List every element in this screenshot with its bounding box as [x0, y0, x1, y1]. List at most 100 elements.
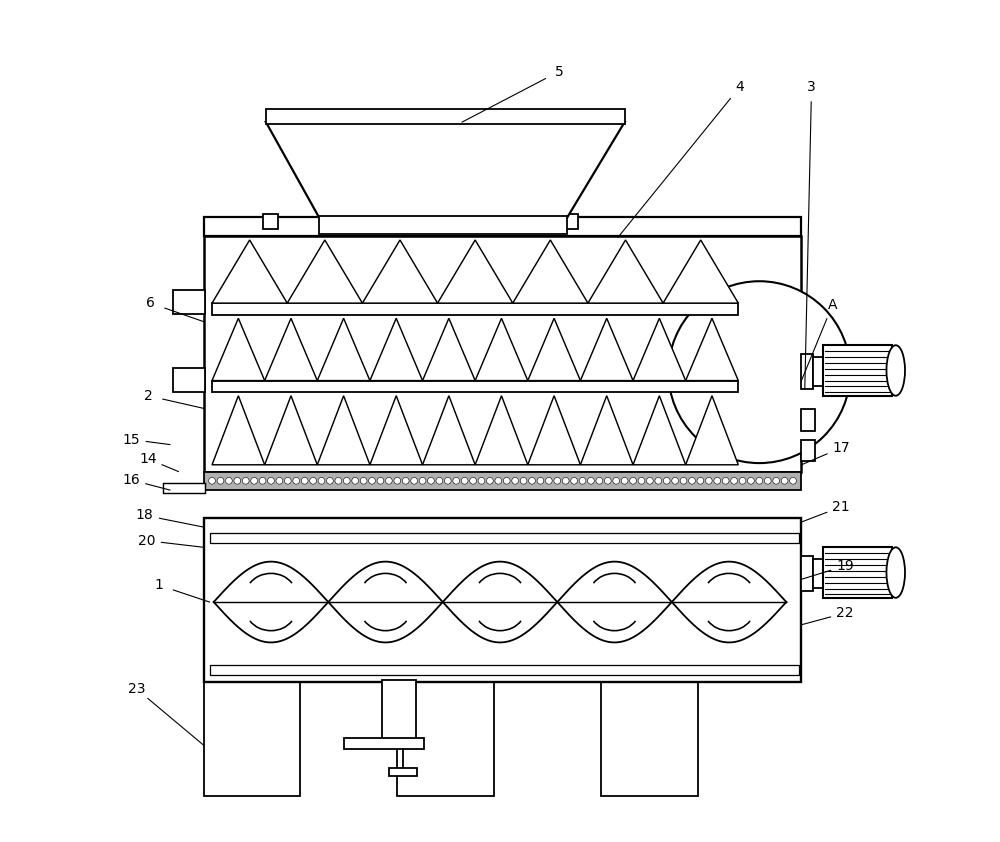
- Polygon shape: [317, 396, 370, 465]
- Polygon shape: [212, 318, 265, 381]
- Bar: [263, 214, 278, 229]
- Text: 3: 3: [807, 80, 816, 93]
- Polygon shape: [423, 396, 475, 465]
- Circle shape: [764, 477, 771, 484]
- Polygon shape: [513, 240, 588, 303]
- Polygon shape: [475, 318, 528, 381]
- Circle shape: [630, 477, 636, 484]
- Circle shape: [621, 477, 628, 484]
- Bar: [204, 518, 801, 682]
- Circle shape: [487, 477, 493, 484]
- Circle shape: [217, 477, 224, 484]
- Circle shape: [301, 477, 308, 484]
- Polygon shape: [287, 240, 362, 303]
- Bar: [204, 236, 801, 472]
- Circle shape: [503, 477, 510, 484]
- Polygon shape: [580, 318, 633, 381]
- Text: 1: 1: [155, 578, 163, 592]
- Polygon shape: [580, 396, 633, 465]
- Circle shape: [402, 477, 409, 484]
- Circle shape: [529, 477, 535, 484]
- Circle shape: [668, 281, 850, 463]
- Circle shape: [226, 477, 232, 484]
- Circle shape: [596, 477, 603, 484]
- Text: 23: 23: [128, 682, 145, 695]
- Bar: [212, 303, 738, 315]
- Bar: [173, 368, 205, 392]
- Circle shape: [773, 477, 780, 484]
- Circle shape: [756, 477, 763, 484]
- Circle shape: [327, 477, 333, 484]
- Circle shape: [310, 477, 316, 484]
- Circle shape: [562, 477, 569, 484]
- Text: A: A: [828, 298, 837, 312]
- Circle shape: [394, 477, 401, 484]
- Bar: [823, 345, 892, 396]
- Bar: [204, 472, 801, 490]
- Bar: [813, 559, 823, 588]
- Polygon shape: [438, 240, 513, 303]
- Circle shape: [251, 477, 258, 484]
- Circle shape: [571, 477, 577, 484]
- Text: 20: 20: [138, 534, 155, 547]
- Circle shape: [722, 477, 729, 484]
- Circle shape: [731, 477, 737, 484]
- Bar: [319, 216, 567, 234]
- Bar: [397, 682, 494, 796]
- Circle shape: [411, 477, 417, 484]
- Bar: [204, 217, 801, 236]
- Circle shape: [579, 477, 586, 484]
- Circle shape: [520, 477, 527, 484]
- Circle shape: [284, 477, 291, 484]
- Circle shape: [554, 477, 561, 484]
- Circle shape: [470, 477, 476, 484]
- Polygon shape: [686, 396, 738, 465]
- Bar: [204, 682, 300, 796]
- Text: 16: 16: [122, 473, 140, 487]
- Polygon shape: [528, 396, 580, 465]
- Bar: [163, 483, 205, 493]
- Bar: [344, 738, 424, 749]
- Bar: [382, 680, 416, 741]
- Text: 15: 15: [122, 433, 140, 446]
- Circle shape: [739, 477, 746, 484]
- Circle shape: [478, 477, 485, 484]
- Circle shape: [369, 477, 375, 484]
- Polygon shape: [370, 396, 423, 465]
- Circle shape: [444, 477, 451, 484]
- Circle shape: [461, 477, 468, 484]
- Polygon shape: [212, 240, 287, 303]
- Polygon shape: [212, 396, 265, 465]
- Circle shape: [360, 477, 367, 484]
- Circle shape: [335, 477, 342, 484]
- Circle shape: [781, 477, 788, 484]
- Circle shape: [714, 477, 721, 484]
- Polygon shape: [663, 240, 738, 303]
- Circle shape: [655, 477, 662, 484]
- Circle shape: [436, 477, 443, 484]
- Polygon shape: [633, 318, 686, 381]
- Circle shape: [689, 477, 695, 484]
- Bar: [266, 109, 625, 124]
- Text: 17: 17: [832, 441, 850, 455]
- Circle shape: [647, 477, 653, 484]
- Circle shape: [293, 477, 300, 484]
- Bar: [813, 357, 823, 386]
- Circle shape: [428, 477, 434, 484]
- Circle shape: [545, 477, 552, 484]
- Ellipse shape: [886, 345, 905, 396]
- Circle shape: [209, 477, 215, 484]
- Bar: [210, 533, 799, 543]
- Bar: [801, 409, 815, 431]
- Circle shape: [680, 477, 687, 484]
- Bar: [210, 665, 799, 675]
- Polygon shape: [528, 318, 580, 381]
- Circle shape: [385, 477, 392, 484]
- Circle shape: [242, 477, 249, 484]
- Circle shape: [663, 477, 670, 484]
- Text: 22: 22: [836, 606, 854, 620]
- Circle shape: [377, 477, 384, 484]
- Bar: [389, 768, 417, 776]
- Bar: [801, 556, 813, 591]
- Circle shape: [604, 477, 611, 484]
